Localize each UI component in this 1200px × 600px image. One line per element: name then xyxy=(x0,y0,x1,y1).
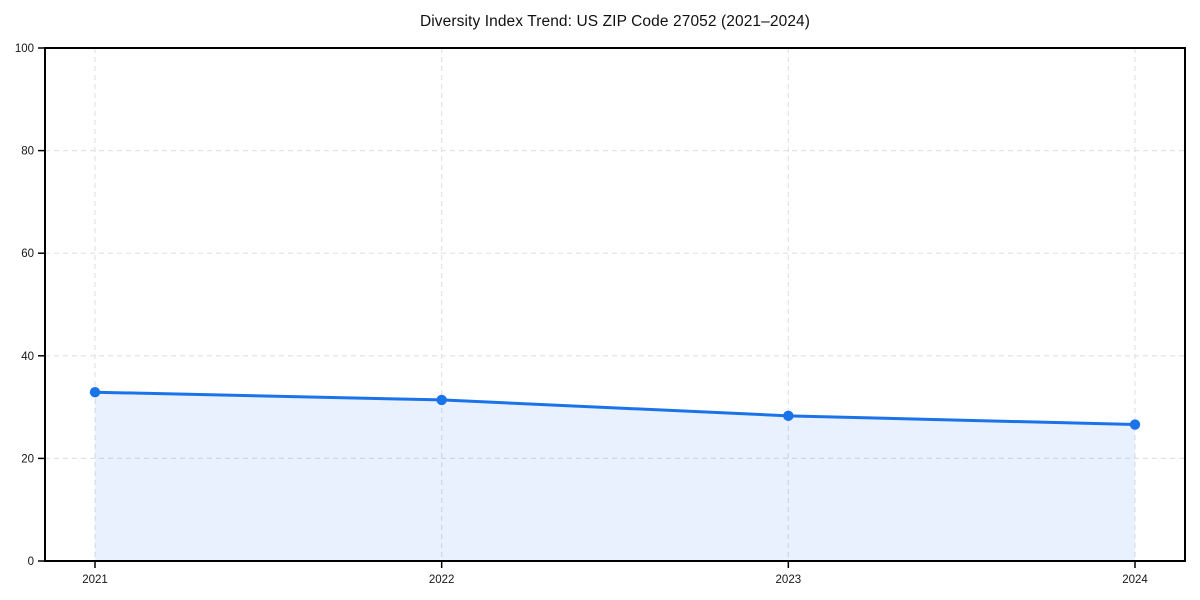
y-tick-label: 0 xyxy=(28,556,34,568)
data-point-marker xyxy=(1129,419,1141,430)
y-tick-label: 40 xyxy=(21,351,34,363)
x-tick-label: 2022 xyxy=(429,574,455,586)
area-fill xyxy=(95,392,1135,561)
data-point-marker xyxy=(89,387,101,398)
x-tick-label: 2021 xyxy=(82,574,108,586)
y-tick-label: 80 xyxy=(21,146,34,158)
y-tick-label: 100 xyxy=(15,43,34,55)
chart-title: Diversity Index Trend: US ZIP Code 27052… xyxy=(419,13,811,30)
y-tick-label: 20 xyxy=(21,453,34,465)
data-point-marker xyxy=(783,410,794,422)
x-tick-label: 2024 xyxy=(1122,574,1148,586)
y-tick-label: 60 xyxy=(21,248,34,260)
trend-line xyxy=(93,390,1137,427)
x-tick-label: 2023 xyxy=(776,574,802,586)
data-point-marker xyxy=(436,394,447,406)
plot-border xyxy=(44,47,1186,562)
